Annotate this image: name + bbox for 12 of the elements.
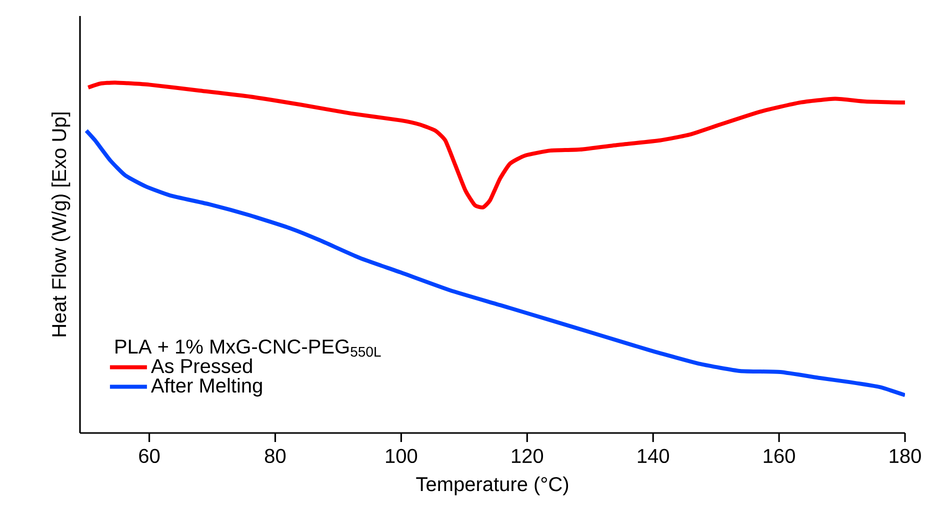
x-tick-label: 140 [638,448,669,464]
y-axis-title: Heat Flow (W/g) [Exo Up] [51,112,70,336]
x-tick-label: 60 [139,448,160,464]
x-tick-label: 180 [890,448,921,464]
legend-title: PLA + 1% MxG-CNC-PEG$_{550L}$ [116,340,381,357]
x-tick-label: 120 [512,448,544,464]
x-tick-label: 100 [386,448,418,464]
x-axis-title: Temperature (°C) [416,476,568,496]
x-tick-label: 80 [264,448,286,464]
legend-label: As Pressed [150,358,252,374]
legend-label: After Melting [150,378,262,397]
x-tick-label: 160 [764,448,795,464]
